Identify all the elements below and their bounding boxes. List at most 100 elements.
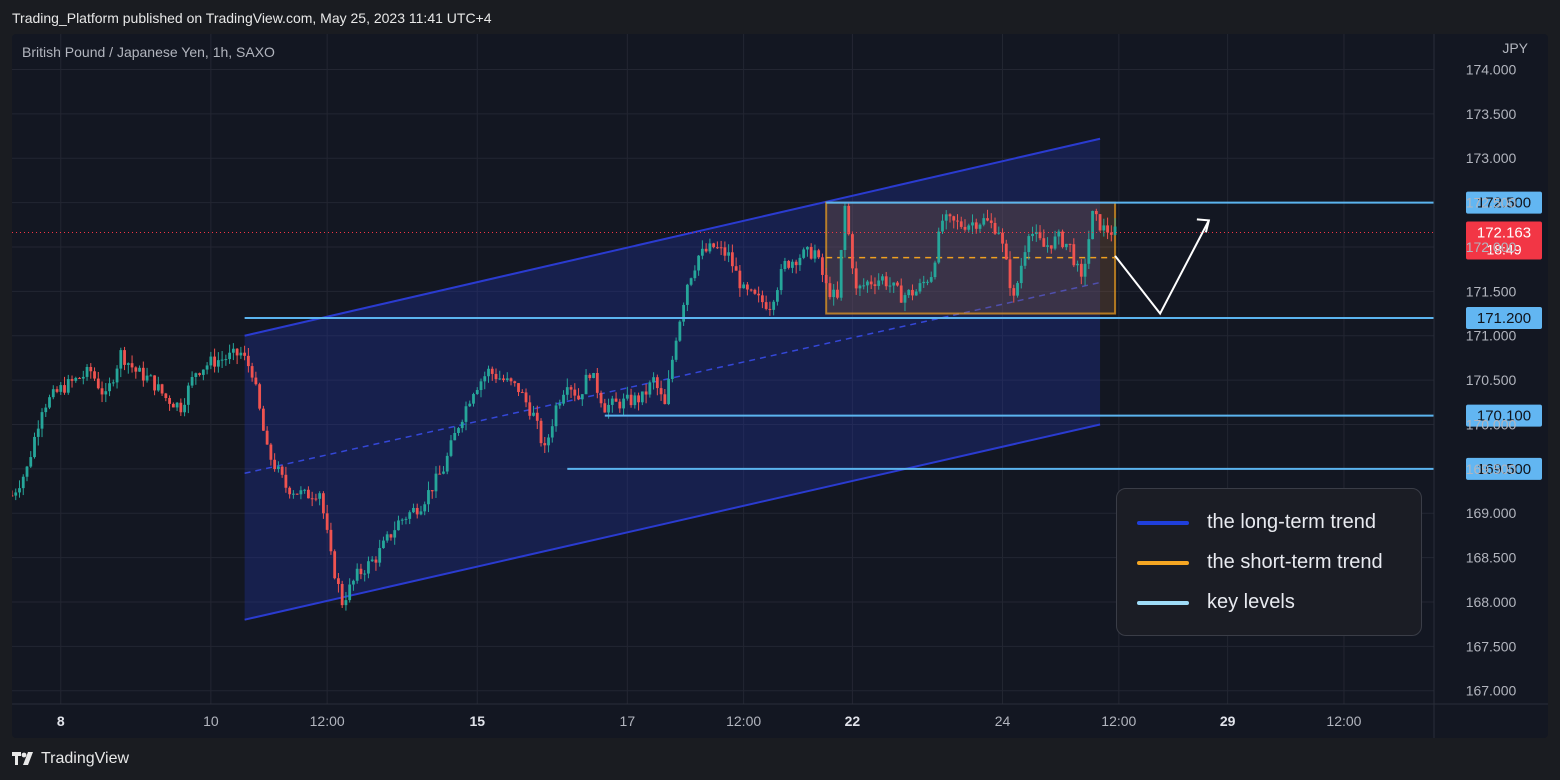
candle-body: [610, 398, 614, 405]
candle-body: [427, 490, 430, 505]
candle-body: [1064, 243, 1068, 248]
time-tick-label: 8: [57, 713, 65, 729]
time-tick-label: 15: [469, 713, 485, 729]
candle-body: [982, 218, 986, 225]
projection-arrowhead: [1196, 218, 1211, 233]
legend-item-key-levels: key levels: [1137, 591, 1295, 614]
candle-body: [1106, 225, 1109, 233]
candle-body: [524, 392, 528, 403]
candle-body: [862, 285, 866, 287]
key-level-label: 169.500: [1477, 461, 1531, 478]
candle-body: [813, 250, 817, 259]
candle-body: [637, 395, 640, 403]
candle-body: [378, 548, 382, 563]
candle-body: [1012, 288, 1016, 296]
candle-body: [363, 573, 367, 575]
candle-body: [1068, 243, 1072, 245]
key-level-label: 170.100: [1477, 408, 1531, 425]
candle-body: [179, 402, 183, 413]
candle-body: [1057, 231, 1061, 237]
candle-body: [404, 518, 408, 520]
candle-body: [948, 214, 952, 217]
candle-body: [715, 247, 719, 249]
current-price-badge: [1466, 221, 1542, 260]
candle-body: [899, 285, 903, 303]
candle-body: [565, 387, 569, 395]
candle-body: [70, 379, 74, 381]
candle-body: [201, 369, 205, 375]
candle-body: [580, 394, 584, 400]
candle-body: [712, 243, 716, 248]
candle-body: [730, 252, 734, 267]
candle-body: [839, 250, 843, 298]
candle-body: [340, 583, 344, 606]
candle-body: [1053, 236, 1057, 249]
candle-body: [704, 248, 708, 252]
candle-body: [809, 246, 813, 259]
candle-body: [205, 365, 209, 370]
candle-body: [434, 473, 438, 492]
candle-body: [12, 495, 14, 497]
time-tick-label: 24: [995, 713, 1011, 729]
time-tick-label: 17: [620, 713, 636, 729]
candles: [12, 202, 1117, 611]
candle-body: [314, 498, 318, 500]
published-info: Trading_Platform published on TradingVie…: [12, 10, 492, 26]
candle-body: [738, 270, 742, 289]
price-tick-label: 172.000: [1466, 239, 1517, 255]
candle-body: [513, 381, 517, 384]
time-tick-label: 22: [845, 713, 861, 729]
candle-body: [175, 402, 179, 408]
candle-body: [926, 281, 929, 283]
candle-body: [866, 281, 869, 286]
candle-body: [29, 457, 33, 467]
candle-body: [644, 391, 648, 395]
candle-body: [333, 551, 337, 579]
candle-body: [96, 378, 100, 389]
candle-body: [235, 348, 239, 356]
candle-body: [59, 385, 63, 392]
candle-body: [389, 534, 393, 538]
candle-body: [190, 377, 194, 386]
candle-body: [539, 420, 543, 444]
candle-body: [74, 377, 78, 381]
candle-body: [1049, 245, 1053, 249]
candle-body: [806, 246, 809, 250]
candle-body: [888, 285, 892, 287]
candle-body: [956, 220, 959, 222]
time-tick-label: 12:00: [726, 713, 761, 729]
candle-body: [989, 220, 993, 223]
candle-body: [933, 262, 937, 278]
candle-body: [896, 282, 899, 286]
publication-header: Trading_Platform published on TradingVie…: [0, 0, 1560, 34]
chart-area[interactable]: 172.500 171.200 170.100 169.500 172.163 18:49…: [12, 34, 1548, 738]
candle-body: [14, 492, 18, 496]
candle-body: [554, 405, 558, 427]
candle-body: [832, 289, 836, 298]
candle-body: [633, 395, 637, 406]
candle-body: [873, 284, 877, 286]
candle-body: [468, 403, 472, 407]
projection-path: [1114, 219, 1210, 316]
candle-body: [126, 363, 130, 365]
candle-body: [78, 377, 81, 379]
price-tick-label: 167.500: [1466, 638, 1517, 654]
candle-body: [295, 493, 299, 495]
price-tick-label: 168.500: [1466, 550, 1517, 566]
candle-body: [708, 243, 712, 252]
candle-body: [44, 407, 48, 413]
candle-body: [734, 266, 738, 271]
candle-body: [535, 412, 539, 421]
price-tick-label: 168.000: [1466, 594, 1517, 610]
candle-body: [472, 394, 475, 404]
candle-body: [483, 376, 487, 382]
price-chart[interactable]: 172.500 171.200 170.100 169.500 172.16318:49…: [12, 34, 1548, 738]
candle-body: [149, 375, 153, 377]
price-tick-label: 173.500: [1466, 106, 1517, 122]
candle-body: [299, 490, 303, 495]
tradingview-logo[interactable]: TradingView: [12, 750, 129, 768]
legend-swatch-key-levels: [1137, 600, 1189, 605]
candle-body: [978, 224, 982, 229]
candle-body: [903, 295, 907, 303]
